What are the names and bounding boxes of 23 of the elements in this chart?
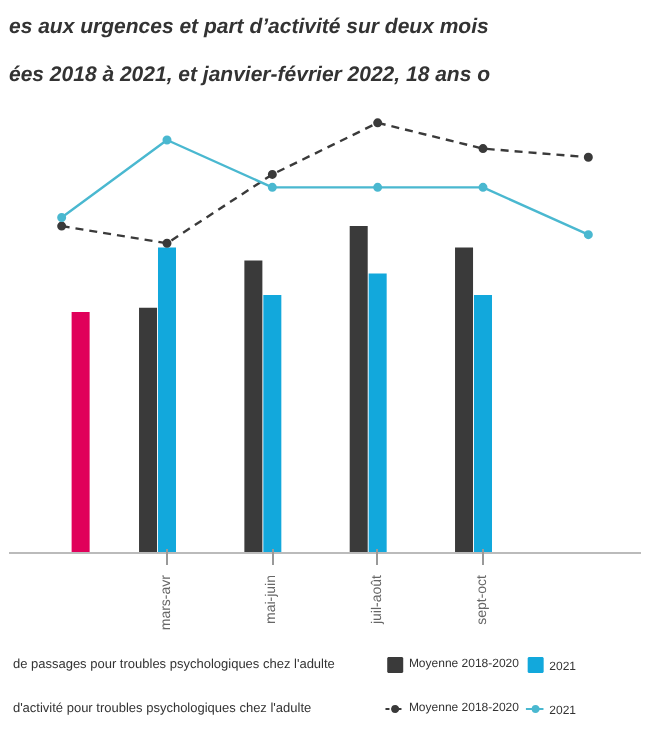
bar — [157, 247, 177, 553]
point — [373, 118, 383, 128]
point — [583, 230, 593, 240]
bar — [473, 294, 493, 553]
chart-subtitle: ées 2018 à 2021, et janvier-février 2022, 18 ans o — [9, 63, 492, 87]
point — [57, 221, 67, 231]
point — [267, 169, 277, 179]
bar — [244, 260, 263, 553]
chart-title: es aux urgences et part d’activité sur deux mois — [9, 15, 489, 39]
point — [373, 182, 383, 192]
bar — [71, 312, 90, 553]
bar — [349, 226, 368, 553]
bar — [455, 247, 474, 553]
point — [57, 212, 67, 222]
bar — [263, 294, 282, 553]
point — [478, 144, 488, 154]
bar — [139, 307, 158, 553]
bar — [368, 273, 387, 553]
point — [478, 182, 488, 192]
point — [162, 135, 172, 145]
point — [583, 152, 593, 162]
point — [162, 238, 172, 248]
point — [267, 182, 277, 192]
